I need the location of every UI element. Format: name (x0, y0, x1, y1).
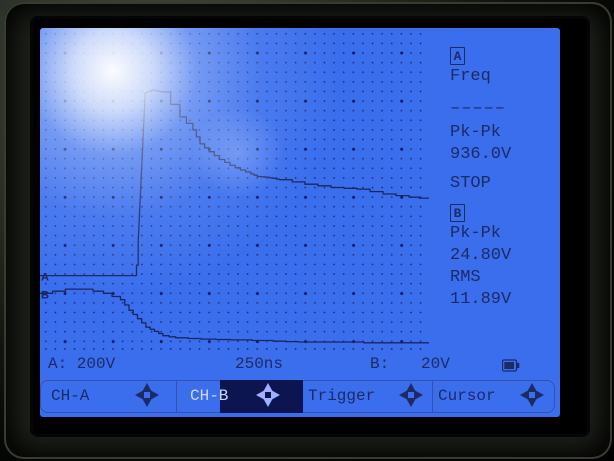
svg-text:B: B (41, 290, 49, 302)
svg-text:A: A (41, 272, 49, 284)
